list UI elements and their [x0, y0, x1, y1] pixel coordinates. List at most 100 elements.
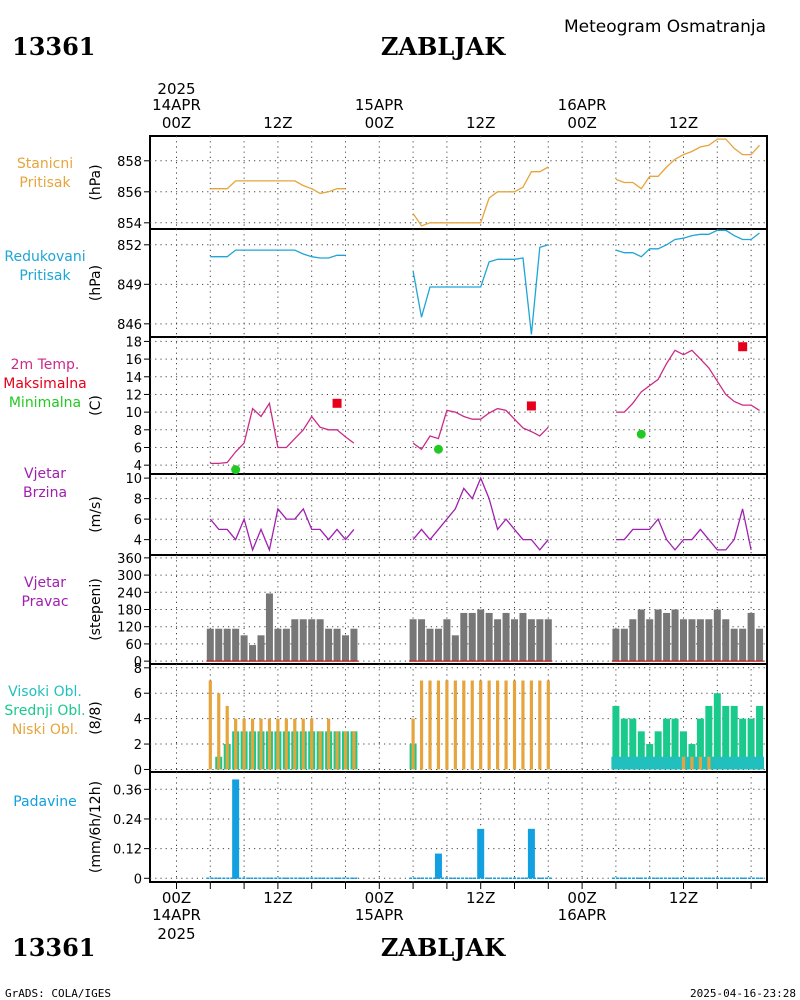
cloud-low-bar: [284, 718, 288, 770]
cloud-label: Niski Obl.: [12, 722, 78, 738]
station-name-top: ZABLJAK: [381, 32, 506, 61]
wind-direction-bar: [629, 619, 637, 662]
cloud-high-bar: [670, 756, 680, 770]
wind-direction-bar: [637, 609, 645, 662]
station-pressure-label: Stanicni: [17, 156, 73, 172]
day-label-bottom: 15APR: [355, 906, 404, 924]
wind-direction-bar: [485, 612, 493, 662]
cloud-low-bar: [538, 680, 542, 770]
y-tick-label: 300: [117, 569, 142, 584]
y-tick-label: 8: [134, 493, 142, 508]
cloud-low-bar: [512, 680, 517, 770]
cloud-mid-bar: [671, 718, 679, 770]
y-tick-label: 0: [134, 872, 142, 887]
wind-direction-bar: [756, 628, 764, 662]
wind-direction-bar: [747, 612, 755, 662]
y-unit-label: (m/s): [88, 496, 104, 533]
hour-label-top: 12Z: [669, 114, 698, 132]
wind-direction-bar: [696, 619, 704, 662]
hour-label-top: 12Z: [466, 114, 495, 132]
cloud-low-bar: [293, 718, 297, 770]
y-tick-label: 240: [117, 586, 142, 601]
footer-credit: GrADS: COLA/IGES: [5, 987, 111, 1000]
station-pressure-label: Pritisak: [19, 175, 71, 191]
cloud-low-bar: [470, 680, 474, 770]
day-label-top: 15APR: [355, 96, 404, 114]
hour-label-bottom: 00Z: [365, 889, 394, 907]
y-tick-label: 0: [134, 763, 142, 778]
cloud-high-bar: [645, 756, 655, 770]
temperature-label: Maksimalna: [3, 376, 87, 392]
cloud-low-bar: [225, 705, 229, 770]
station-id-top: 13361: [12, 32, 96, 61]
y-tick-label: 2: [134, 738, 142, 753]
wind-speed-label: Brzina: [23, 485, 67, 501]
cloud-high-bar: [619, 756, 629, 770]
day-label-top: 14APR: [152, 96, 201, 114]
y-tick-label: 4: [134, 459, 142, 474]
wind-direction-label: Vjetar: [24, 575, 66, 591]
y-tick-label: 856: [117, 186, 142, 201]
cloud-label: Srednji Obl.: [4, 703, 85, 719]
cloud-low-bar: [301, 718, 305, 770]
cloud-low-bar: [546, 680, 550, 770]
wind-direction-bar: [325, 628, 333, 662]
cloud-low-bar: [259, 718, 263, 770]
precipitation-bar: [477, 828, 485, 879]
cloud-low-bar: [681, 756, 686, 770]
cloud-label: Visoki Obl.: [8, 684, 82, 700]
cloud-high-bar: [721, 756, 731, 770]
wind-direction-bar: [620, 628, 628, 662]
y-tick-label: 849: [117, 278, 142, 293]
hour-label-top: 00Z: [365, 114, 394, 132]
wind-direction-bar: [671, 609, 679, 662]
cloud-low-bar: [487, 680, 491, 770]
wind-direction-bar: [333, 628, 341, 662]
temperature-line: [615, 349, 760, 413]
cloud-high-bar: [628, 756, 638, 770]
wind-direction-bar: [511, 619, 518, 662]
y-tick-label: 10: [125, 406, 142, 421]
wind-direction-bar: [680, 619, 687, 662]
cloud-low-bar: [428, 680, 432, 770]
y-tick-label: 0.24: [113, 813, 142, 828]
cloud-high-bar: [738, 756, 748, 770]
tmin-marker: [636, 429, 646, 439]
cloud-low-bar: [521, 680, 525, 770]
y-unit-label: (hPa): [88, 265, 104, 301]
wind-direction-bar: [291, 619, 299, 662]
tmax-marker: [526, 401, 536, 411]
cloud-low-bar: [267, 718, 272, 770]
reduced-pressure-line: [210, 249, 346, 259]
temperature-line: [210, 401, 355, 465]
wind-speed-line: [209, 507, 355, 553]
temperature-label: Minimalna: [9, 395, 81, 411]
cloud-high-bar: [729, 756, 739, 770]
cloud-high-bar: [746, 756, 756, 770]
y-tick-label: 18: [125, 335, 142, 350]
precipitation-bar: [434, 853, 442, 879]
wind-direction-bar: [434, 628, 442, 662]
cloud-mid-bar: [637, 731, 645, 770]
y-tick-label: 8: [134, 662, 142, 677]
wind-direction-bar: [316, 619, 324, 662]
cloud-mid-bar: [705, 705, 713, 770]
wind-direction-bar: [426, 628, 434, 662]
tmax-marker: [738, 342, 748, 352]
reduced-pressure-line: [412, 244, 549, 335]
y-tick-label: 6: [134, 441, 142, 456]
y-tick-label: 846: [117, 318, 142, 333]
hour-label-bottom: 00Z: [567, 889, 596, 907]
y-tick-label: 360: [117, 552, 142, 567]
wind-direction-bar: [451, 635, 459, 662]
wind-direction-bar: [443, 619, 451, 662]
wind-direction-bar: [240, 635, 248, 662]
cloud-high-bar: [636, 756, 646, 770]
station-name-bottom: ZABLJAK: [381, 933, 506, 962]
wind-direction-bar: [654, 609, 662, 662]
precipitation-bar: [527, 828, 535, 879]
wind-direction-bar: [544, 619, 552, 662]
tmin-marker: [231, 465, 241, 475]
temperature-line: [412, 407, 549, 451]
cloud-low-bar: [208, 680, 212, 770]
